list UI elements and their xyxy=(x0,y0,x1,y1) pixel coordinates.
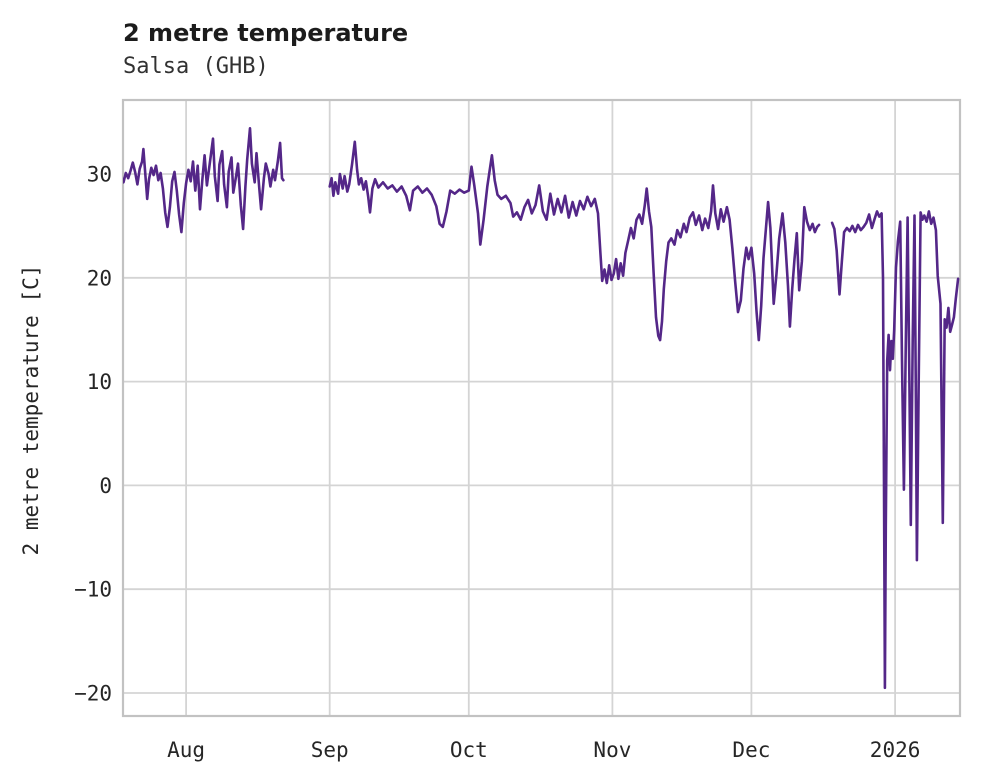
y-tick-label: 10 xyxy=(87,370,112,394)
temperature-line xyxy=(123,127,960,690)
y-tick-label: 30 xyxy=(87,163,112,187)
x-tick-label: Nov xyxy=(593,738,631,762)
y-tick-label: 0 xyxy=(99,474,112,498)
x-tick-label: Oct xyxy=(450,738,488,762)
chart-subtitle: Salsa (GHB) xyxy=(123,54,269,79)
y-axis-label: 2 metre temperature [C] xyxy=(19,265,43,556)
chart-title: 2 metre temperature xyxy=(123,19,408,47)
y-tick-label: −10 xyxy=(74,578,112,602)
x-tick-label: Dec xyxy=(732,738,770,762)
x-axis-tick-labels: Aug Sep Oct Nov Dec 2026 xyxy=(167,738,920,762)
temperature-series-path xyxy=(123,127,960,690)
x-tick-label: Sep xyxy=(311,738,349,762)
y-tick-label: −20 xyxy=(74,682,112,706)
y-tick-label: 20 xyxy=(87,266,112,290)
plot-frame xyxy=(121,98,962,718)
x-tick-label: Aug xyxy=(167,738,205,762)
y-axis-tick-labels: 30 20 10 0 −10 −20 xyxy=(74,163,112,706)
gridlines xyxy=(123,100,960,716)
x-tick-label: 2026 xyxy=(870,738,921,762)
